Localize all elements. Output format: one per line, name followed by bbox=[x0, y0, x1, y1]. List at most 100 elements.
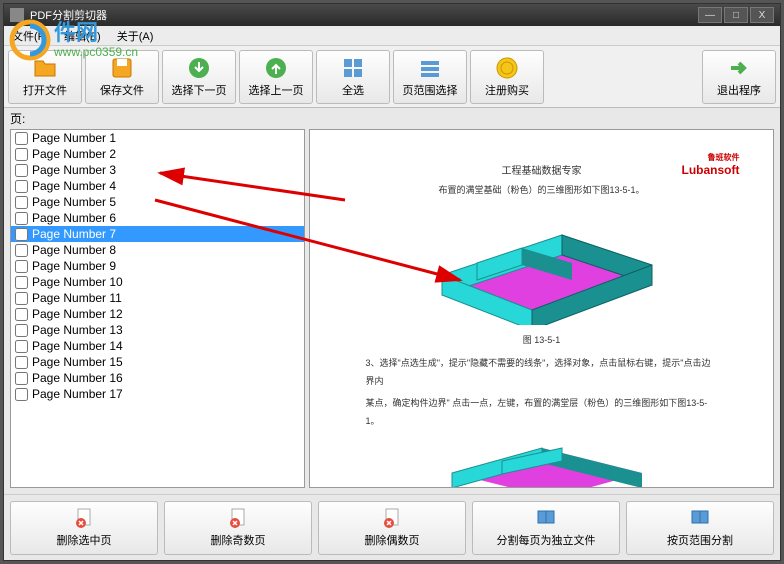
page-checkbox[interactable] bbox=[15, 180, 28, 193]
page-label: Page Number 15 bbox=[32, 355, 123, 369]
folder-open-icon bbox=[33, 56, 57, 80]
page-checkbox[interactable] bbox=[15, 196, 28, 209]
del-even-label: 删除偶数页 bbox=[365, 532, 420, 548]
bottom-toolbar: 删除选中页 删除奇数页 删除偶数页 分割每页为独立文件 按页范围分割 bbox=[4, 494, 780, 560]
split-range-label: 按页范围分割 bbox=[667, 532, 733, 548]
page-label: Page Number 6 bbox=[32, 211, 116, 225]
page-list-item[interactable]: Page Number 6 bbox=[11, 210, 304, 226]
page-label: Page Number 8 bbox=[32, 243, 116, 257]
brand-en: Lubansoft bbox=[682, 163, 740, 177]
preview-para1: 3、选择"点选生成"，提示"隐藏不需要的线条"，选择对象，点击鼠标右键，提示"点… bbox=[366, 354, 718, 390]
range-label: 页范围选择 bbox=[403, 82, 458, 98]
menu-edit[interactable]: 编辑(E) bbox=[60, 26, 105, 46]
all-label: 全选 bbox=[342, 82, 364, 98]
page-label: Page Number 16 bbox=[32, 371, 123, 385]
page-label: Page Number 2 bbox=[32, 147, 116, 161]
brand-cn: 鲁班软件 bbox=[682, 152, 740, 163]
close-button[interactable]: X bbox=[750, 7, 774, 23]
menu-file[interactable]: 文件(F) bbox=[8, 26, 52, 46]
page-label: Page Number 11 bbox=[32, 291, 122, 305]
page-checkbox[interactable] bbox=[15, 356, 28, 369]
brand-logo: 鲁班软件 Lubansoft bbox=[682, 152, 740, 177]
save-file-button[interactable]: 保存文件 bbox=[85, 50, 159, 104]
page-checkbox[interactable] bbox=[15, 260, 28, 273]
prev-label: 选择上一页 bbox=[249, 82, 304, 98]
page-checkbox[interactable] bbox=[15, 388, 28, 401]
page-checkbox[interactable] bbox=[15, 340, 28, 353]
page-label: Page Number 10 bbox=[32, 275, 123, 289]
doc-delete-even-icon bbox=[381, 507, 403, 529]
page-label: Page Number 13 bbox=[32, 323, 123, 337]
page-list-panel[interactable]: Page Number 1 Page Number 2 Page Number 3 P… bbox=[10, 129, 305, 488]
page-checkbox[interactable] bbox=[15, 308, 28, 321]
select-all-button[interactable]: 全选 bbox=[316, 50, 390, 104]
app-window: PDF分割剪切器 — □ X 文件(F) 编辑(E) 关于(A) 打开文件 保存… bbox=[3, 3, 781, 561]
preview-heading: 工程基础数据专家 bbox=[346, 162, 738, 177]
doc-split-icon bbox=[535, 507, 557, 529]
page-checkbox[interactable] bbox=[15, 228, 28, 241]
content-area: Page Number 1 Page Number 2 Page Number 3 P… bbox=[4, 129, 780, 494]
minimize-button[interactable]: — bbox=[698, 7, 722, 23]
delete-odd-button[interactable]: 删除奇数页 bbox=[164, 501, 312, 555]
page-label: Page Number 4 bbox=[32, 179, 116, 193]
prev-page-button[interactable]: 选择上一页 bbox=[239, 50, 313, 104]
page-label: Page Number 9 bbox=[32, 259, 116, 273]
page-checkbox[interactable] bbox=[15, 292, 28, 305]
del-selected-label: 删除选中页 bbox=[57, 532, 112, 548]
exit-button[interactable]: 退出程序 bbox=[702, 50, 776, 104]
range-icon bbox=[418, 56, 442, 80]
register-button[interactable]: 注册购买 bbox=[470, 50, 544, 104]
page-list-item[interactable]: Page Number 15 bbox=[11, 354, 304, 370]
page-label: Page Number 3 bbox=[32, 163, 116, 177]
page-label: Page Number 14 bbox=[32, 339, 123, 353]
page-label: Page Number 7 bbox=[32, 227, 116, 241]
page-list-item[interactable]: Page Number 12 bbox=[11, 306, 304, 322]
open-file-button[interactable]: 打开文件 bbox=[8, 50, 82, 104]
page-list-item[interactable]: Page Number 17 bbox=[11, 386, 304, 402]
menu-about[interactable]: 关于(A) bbox=[113, 26, 158, 46]
page-list-item[interactable]: Page Number 7 bbox=[11, 226, 304, 242]
page-list-item[interactable]: Page Number 5 bbox=[11, 194, 304, 210]
page-checkbox[interactable] bbox=[15, 132, 28, 145]
page-list-item[interactable]: Page Number 13 bbox=[11, 322, 304, 338]
page-list-item[interactable]: Page Number 1 bbox=[11, 130, 304, 146]
arrow-up-icon bbox=[264, 56, 288, 80]
page-list-item[interactable]: Page Number 16 bbox=[11, 370, 304, 386]
preview-panel[interactable]: 鲁班软件 Lubansoft 工程基础数据专家 布置的满堂基础（粉色）的三维图形… bbox=[309, 129, 774, 488]
split-each-button[interactable]: 分割每页为独立文件 bbox=[472, 501, 620, 555]
page-checkbox[interactable] bbox=[15, 164, 28, 177]
split-each-label: 分割每页为独立文件 bbox=[497, 532, 596, 548]
page-checkbox[interactable] bbox=[15, 324, 28, 337]
app-icon bbox=[10, 8, 24, 22]
maximize-button[interactable]: □ bbox=[724, 7, 748, 23]
page-range-button[interactable]: 页范围选择 bbox=[393, 50, 467, 104]
delete-even-button[interactable]: 删除偶数页 bbox=[318, 501, 466, 555]
page-list-item[interactable]: Page Number 3 bbox=[11, 162, 304, 178]
window-title: PDF分割剪切器 bbox=[30, 7, 107, 23]
page-checkbox[interactable] bbox=[15, 276, 28, 289]
toolbar: 打开文件 保存文件 选择下一页 选择上一页 全选 页范围选择 注册购买 bbox=[4, 46, 780, 108]
page-list-item[interactable]: Page Number 8 bbox=[11, 242, 304, 258]
page-checkbox[interactable] bbox=[15, 372, 28, 385]
del-odd-label: 删除奇数页 bbox=[211, 532, 266, 548]
page-checkbox[interactable] bbox=[15, 244, 28, 257]
split-range-button[interactable]: 按页范围分割 bbox=[626, 501, 774, 555]
page-checkbox[interactable] bbox=[15, 148, 28, 161]
preview-line1: 布置的满堂基础（粉色）的三维图形如下图13-5-1。 bbox=[358, 183, 726, 197]
page-list-item[interactable]: Page Number 14 bbox=[11, 338, 304, 354]
page-list-item[interactable]: Page Number 11 bbox=[11, 290, 304, 306]
page-label: Page Number 17 bbox=[32, 387, 123, 401]
page-list-item[interactable]: Page Number 2 bbox=[11, 146, 304, 162]
next-page-button[interactable]: 选择下一页 bbox=[162, 50, 236, 104]
page-checkbox[interactable] bbox=[15, 212, 28, 225]
coin-icon bbox=[495, 56, 519, 80]
page-list-item[interactable]: Page Number 9 bbox=[11, 258, 304, 274]
register-label: 注册购买 bbox=[485, 82, 529, 98]
delete-selected-button[interactable]: 删除选中页 bbox=[10, 501, 158, 555]
doc-split-range-icon bbox=[689, 507, 711, 529]
page-list-item[interactable]: Page Number 10 bbox=[11, 274, 304, 290]
next-label: 选择下一页 bbox=[172, 82, 227, 98]
page-label: Page Number 1 bbox=[32, 131, 116, 145]
exit-label: 退出程序 bbox=[717, 82, 761, 98]
page-list-item[interactable]: Page Number 4 bbox=[11, 178, 304, 194]
